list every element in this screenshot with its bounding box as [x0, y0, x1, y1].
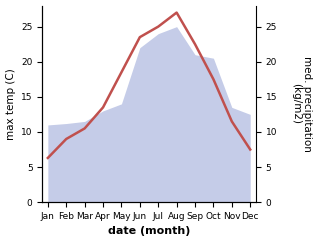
- Y-axis label: med. precipitation
(kg/m2): med. precipitation (kg/m2): [291, 56, 313, 152]
- X-axis label: date (month): date (month): [108, 227, 190, 236]
- Y-axis label: max temp (C): max temp (C): [5, 68, 16, 140]
